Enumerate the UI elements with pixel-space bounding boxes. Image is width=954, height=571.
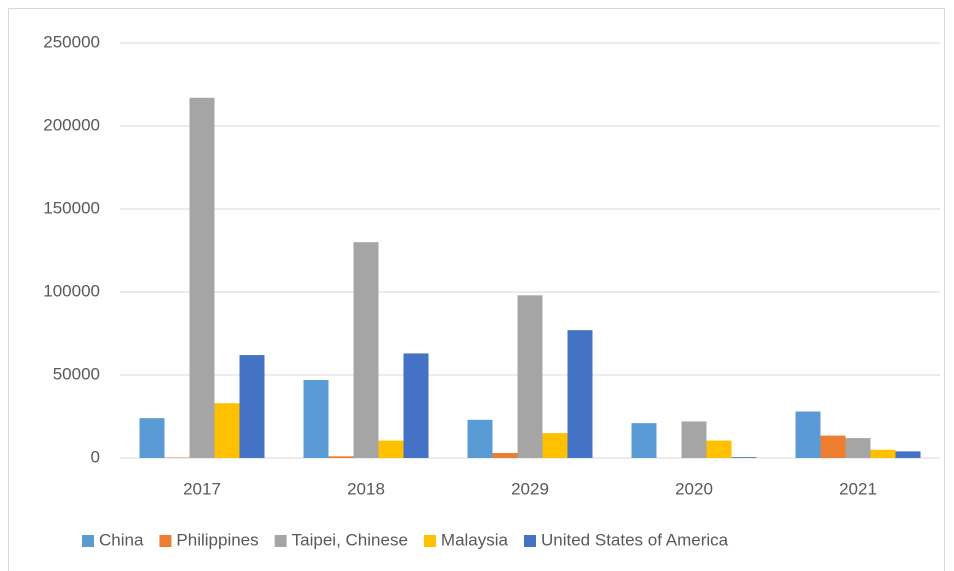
bar <box>567 330 593 458</box>
legend-label: United States of America <box>541 530 729 549</box>
y-tick-label: 250000 <box>43 32 100 51</box>
y-tick-label: 0 <box>91 447 100 466</box>
x-tick-label: 2017 <box>183 479 221 498</box>
legend-swatch <box>423 535 436 547</box>
bar <box>378 440 404 458</box>
bar <box>467 419 493 458</box>
bar <box>492 453 518 458</box>
bar <box>214 403 240 458</box>
y-tick-label: 200000 <box>43 115 100 134</box>
bar <box>845 438 871 458</box>
bar <box>706 440 732 458</box>
legend-swatch <box>159 535 172 547</box>
x-tick-label: 2021 <box>839 479 877 498</box>
bar <box>189 97 215 458</box>
bar <box>139 418 165 458</box>
legend-swatch <box>82 535 94 547</box>
bar <box>239 355 265 458</box>
legend-label: China <box>99 530 144 549</box>
bar <box>631 423 657 458</box>
bar <box>795 411 821 458</box>
bar <box>328 456 354 458</box>
bar <box>353 242 379 458</box>
bar <box>303 379 329 458</box>
bar <box>517 295 543 458</box>
bar <box>542 433 568 458</box>
y-tick-label: 150000 <box>43 198 100 217</box>
bar <box>403 353 429 458</box>
legend-swatch <box>274 535 287 547</box>
chart-border <box>8 8 945 571</box>
bar <box>870 449 896 458</box>
bar <box>820 435 846 458</box>
bar <box>731 457 757 458</box>
legend-label: Taipei, Chinese <box>292 530 408 549</box>
legend-swatch <box>524 535 536 547</box>
bar <box>895 451 921 458</box>
y-tick-label: 50000 <box>53 364 100 383</box>
legend-label: Philippines <box>176 530 258 549</box>
legend-label: Malaysia <box>441 530 509 549</box>
bar <box>681 421 707 458</box>
x-tick-label: 2018 <box>347 479 385 498</box>
x-tick-label: 2020 <box>675 479 713 498</box>
x-tick-label: 2029 <box>511 479 549 498</box>
y-tick-label: 100000 <box>43 281 100 300</box>
